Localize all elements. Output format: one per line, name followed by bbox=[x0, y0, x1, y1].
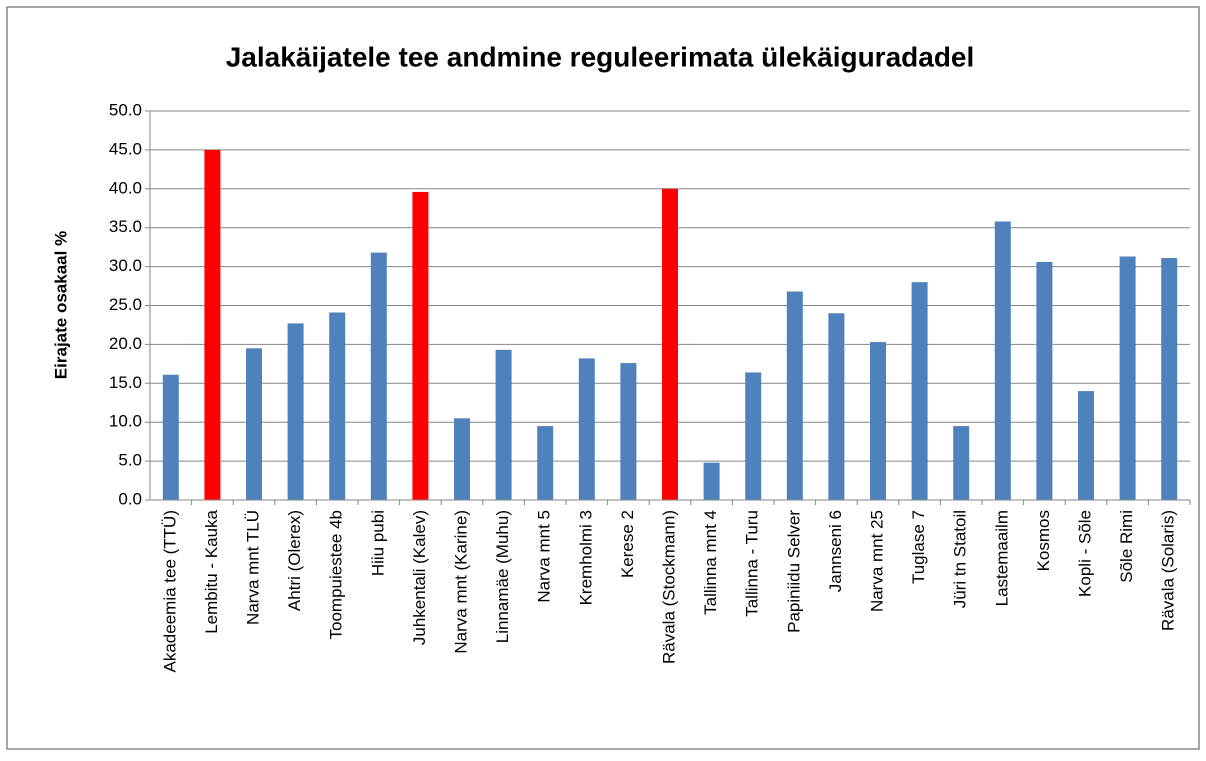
x-tick-label: Akadeemia tee (TTÜ) bbox=[160, 510, 179, 673]
chart-border bbox=[6, 6, 1200, 750]
y-tick-label: 30.0 bbox=[109, 256, 142, 275]
x-tick-label: Papiniidu Selver bbox=[784, 510, 803, 633]
x-tick-label: Sõle Rimi bbox=[1117, 510, 1136, 583]
bar bbox=[1119, 256, 1136, 500]
bar bbox=[620, 363, 637, 500]
x-tick-label: Tallinna - Turu bbox=[743, 510, 762, 617]
bar bbox=[537, 426, 554, 500]
bar bbox=[994, 221, 1011, 500]
bar bbox=[578, 358, 595, 500]
y-tick-label: 20.0 bbox=[109, 334, 142, 353]
chart-title: Jalakäijatele tee andmine reguleerimata … bbox=[226, 41, 975, 72]
x-tick-label: Ahtri (Olerex) bbox=[285, 510, 304, 611]
y-tick-label: 5.0 bbox=[118, 451, 142, 470]
y-tick-label: 15.0 bbox=[109, 373, 142, 392]
x-tick-label: Kosmos bbox=[1034, 510, 1053, 571]
x-tick-label: Jannseni 6 bbox=[826, 510, 845, 592]
bar bbox=[370, 252, 387, 500]
x-tick-label: Rävala (Stockmann) bbox=[659, 510, 678, 664]
y-tick-label: 50.0 bbox=[109, 100, 142, 119]
x-tick-label: Tallinna mnt 4 bbox=[701, 510, 720, 615]
bar bbox=[329, 312, 346, 500]
x-tick-label: Linnamäe (Muhu) bbox=[493, 510, 512, 643]
bar bbox=[786, 291, 803, 500]
y-tick-label: 10.0 bbox=[109, 412, 142, 431]
x-tick-label: Kopli - Sõle bbox=[1075, 510, 1094, 597]
y-tick-label: 35.0 bbox=[109, 217, 142, 236]
bar bbox=[1078, 391, 1094, 500]
x-tick-label: Narva mnt TLÜ bbox=[243, 510, 262, 625]
bar bbox=[454, 418, 470, 500]
y-tick-label: 40.0 bbox=[109, 178, 142, 197]
bar bbox=[745, 372, 762, 500]
bar bbox=[246, 348, 262, 500]
bar bbox=[703, 462, 720, 500]
bar bbox=[412, 191, 429, 501]
bar bbox=[911, 282, 928, 500]
bar bbox=[953, 426, 970, 500]
y-axis-label: Eirajate osakaal % bbox=[51, 231, 70, 379]
y-tick-label: 45.0 bbox=[109, 139, 142, 158]
bar bbox=[1161, 258, 1178, 500]
bar bbox=[204, 149, 221, 500]
x-tick-label: Toompuiestee 4b bbox=[327, 510, 346, 639]
y-tick-label: 25.0 bbox=[109, 295, 142, 314]
x-tick-label: Jüri tn Statoil bbox=[951, 510, 970, 608]
x-tick-label: Tuglase 7 bbox=[909, 510, 928, 584]
x-tick-label: Juhkentali (Kalev) bbox=[410, 510, 429, 645]
bar bbox=[495, 349, 512, 500]
x-tick-label: Lembitu - Kauka bbox=[202, 509, 221, 633]
x-tick-label: Lastemaailm bbox=[992, 510, 1011, 606]
x-tick-label: Hiiu pubi bbox=[368, 510, 387, 576]
x-tick-label: Rävala (Solaris) bbox=[1159, 510, 1178, 631]
y-tick-label: 0.0 bbox=[118, 489, 142, 508]
bar bbox=[870, 342, 886, 500]
x-tick-label: Narva mnt (Karine) bbox=[451, 510, 470, 654]
bar bbox=[1036, 261, 1053, 500]
x-tick-label: Kerese 2 bbox=[618, 510, 637, 578]
bar bbox=[662, 188, 678, 501]
bar bbox=[828, 313, 845, 500]
bar bbox=[162, 374, 179, 500]
bar bbox=[287, 323, 304, 500]
x-tick-label: Narva mnt 5 bbox=[535, 510, 554, 603]
x-tick-label: Narva mnt 25 bbox=[867, 510, 886, 612]
x-tick-label: Kremholmi 3 bbox=[576, 510, 595, 605]
